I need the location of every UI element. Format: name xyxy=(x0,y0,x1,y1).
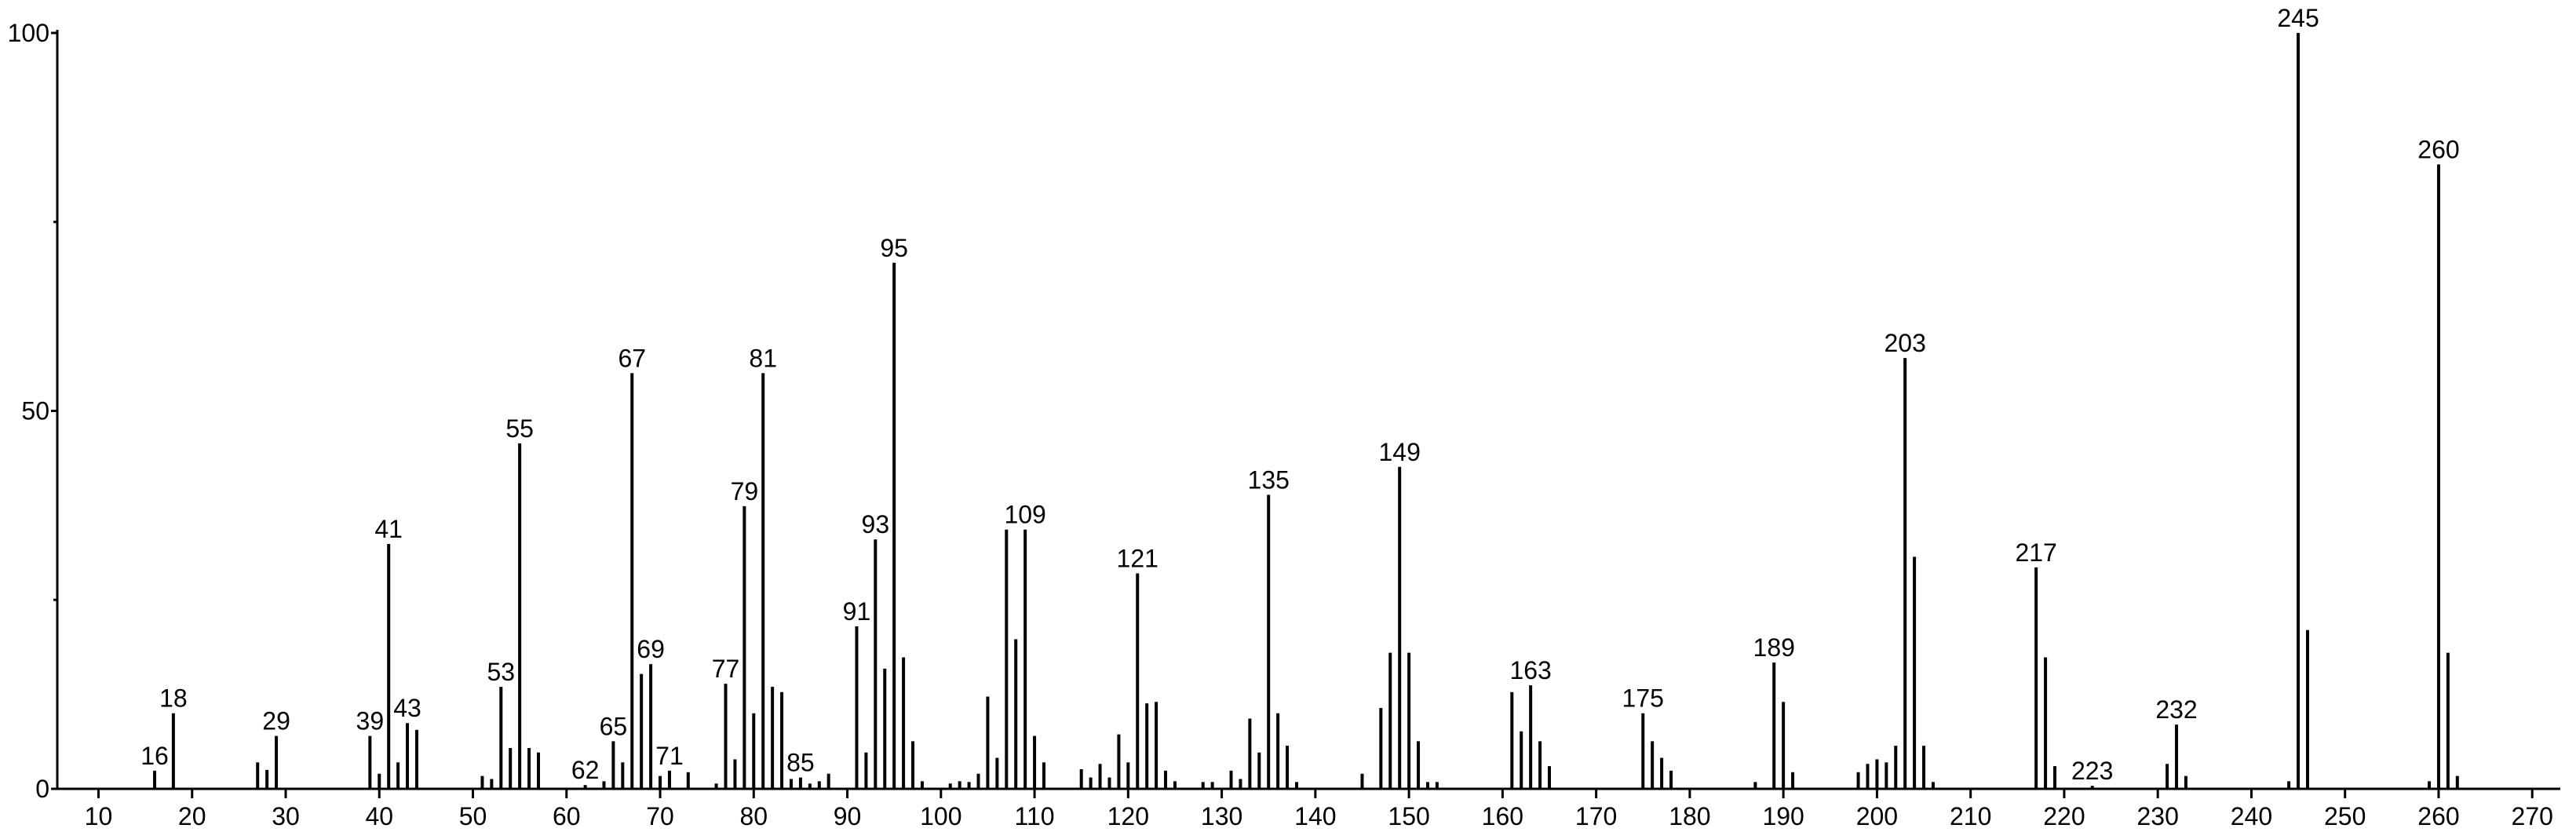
x-tick-label: 210 xyxy=(1950,802,1991,830)
peak-label: 245 xyxy=(2277,4,2319,32)
peak-label: 93 xyxy=(862,510,890,538)
peak-label: 43 xyxy=(393,694,421,722)
peak-label: 135 xyxy=(1248,465,1290,494)
x-tick-label: 20 xyxy=(178,802,206,830)
x-tick-label: 240 xyxy=(2231,802,2272,830)
x-tick-label: 130 xyxy=(1201,802,1242,830)
x-tick-label: 180 xyxy=(1669,802,1710,830)
x-tick-label: 220 xyxy=(2043,802,2085,830)
peak-label: 69 xyxy=(637,635,665,663)
peak-label: 77 xyxy=(712,655,740,683)
peak-label: 81 xyxy=(749,344,777,372)
peak-label: 18 xyxy=(159,684,188,713)
peak-label: 189 xyxy=(1753,633,1795,662)
peak-label: 29 xyxy=(262,707,290,735)
peak-label: 53 xyxy=(487,658,515,686)
x-tick-label: 200 xyxy=(1856,802,1898,830)
y-tick-label: 0 xyxy=(35,775,49,803)
x-tick-label: 110 xyxy=(1015,802,1055,830)
peak-label: 65 xyxy=(600,712,628,740)
x-tick-label: 230 xyxy=(2136,802,2178,830)
x-tick-label: 10 xyxy=(85,802,113,830)
x-tick-label: 70 xyxy=(646,802,674,830)
peak-label: 62 xyxy=(571,756,600,784)
x-tick-label: 190 xyxy=(1762,802,1804,830)
x-tick-label: 60 xyxy=(553,802,581,830)
x-tick-label: 160 xyxy=(1482,802,1523,830)
x-tick-label: 140 xyxy=(1294,802,1336,830)
peak-label: 41 xyxy=(374,515,403,543)
peak-label: 121 xyxy=(1117,545,1158,573)
peak-label: 109 xyxy=(1004,501,1045,529)
x-tick-label: 250 xyxy=(2324,802,2366,830)
peak-label: 67 xyxy=(618,344,646,372)
peak-label: 91 xyxy=(843,597,871,626)
peak-label: 223 xyxy=(2071,757,2113,785)
x-tick-label: 80 xyxy=(739,802,768,830)
peak-label: 175 xyxy=(1622,684,1664,713)
x-tick-label: 270 xyxy=(2512,802,2553,830)
peak-label: 163 xyxy=(1509,656,1551,684)
peak-label: 55 xyxy=(505,414,534,443)
peak-label: 217 xyxy=(2015,538,2056,567)
peak-label: 203 xyxy=(1884,329,1925,357)
peak-label: 149 xyxy=(1378,438,1420,466)
peak-label: 16 xyxy=(140,742,169,770)
peak-label: 85 xyxy=(786,749,815,777)
x-tick-label: 170 xyxy=(1575,802,1617,830)
x-tick-label: 90 xyxy=(834,802,862,830)
peak-label: 232 xyxy=(2155,695,2197,724)
x-tick-label: 50 xyxy=(459,802,487,830)
x-tick-label: 40 xyxy=(365,802,393,830)
x-tick-label: 30 xyxy=(272,802,300,830)
x-tick-label: 120 xyxy=(1107,802,1149,830)
y-tick-label: 100 xyxy=(8,19,49,47)
peak-label: 71 xyxy=(655,742,684,770)
y-tick-label: 50 xyxy=(21,397,49,425)
peak-label: 95 xyxy=(880,234,908,262)
x-tick-label: 150 xyxy=(1388,802,1429,830)
x-tick-label: 260 xyxy=(2417,802,2459,830)
peak-label: 79 xyxy=(731,477,759,505)
peak-label: 39 xyxy=(356,707,385,735)
peak-label: 260 xyxy=(2417,136,2459,164)
x-tick-label: 100 xyxy=(920,802,961,830)
